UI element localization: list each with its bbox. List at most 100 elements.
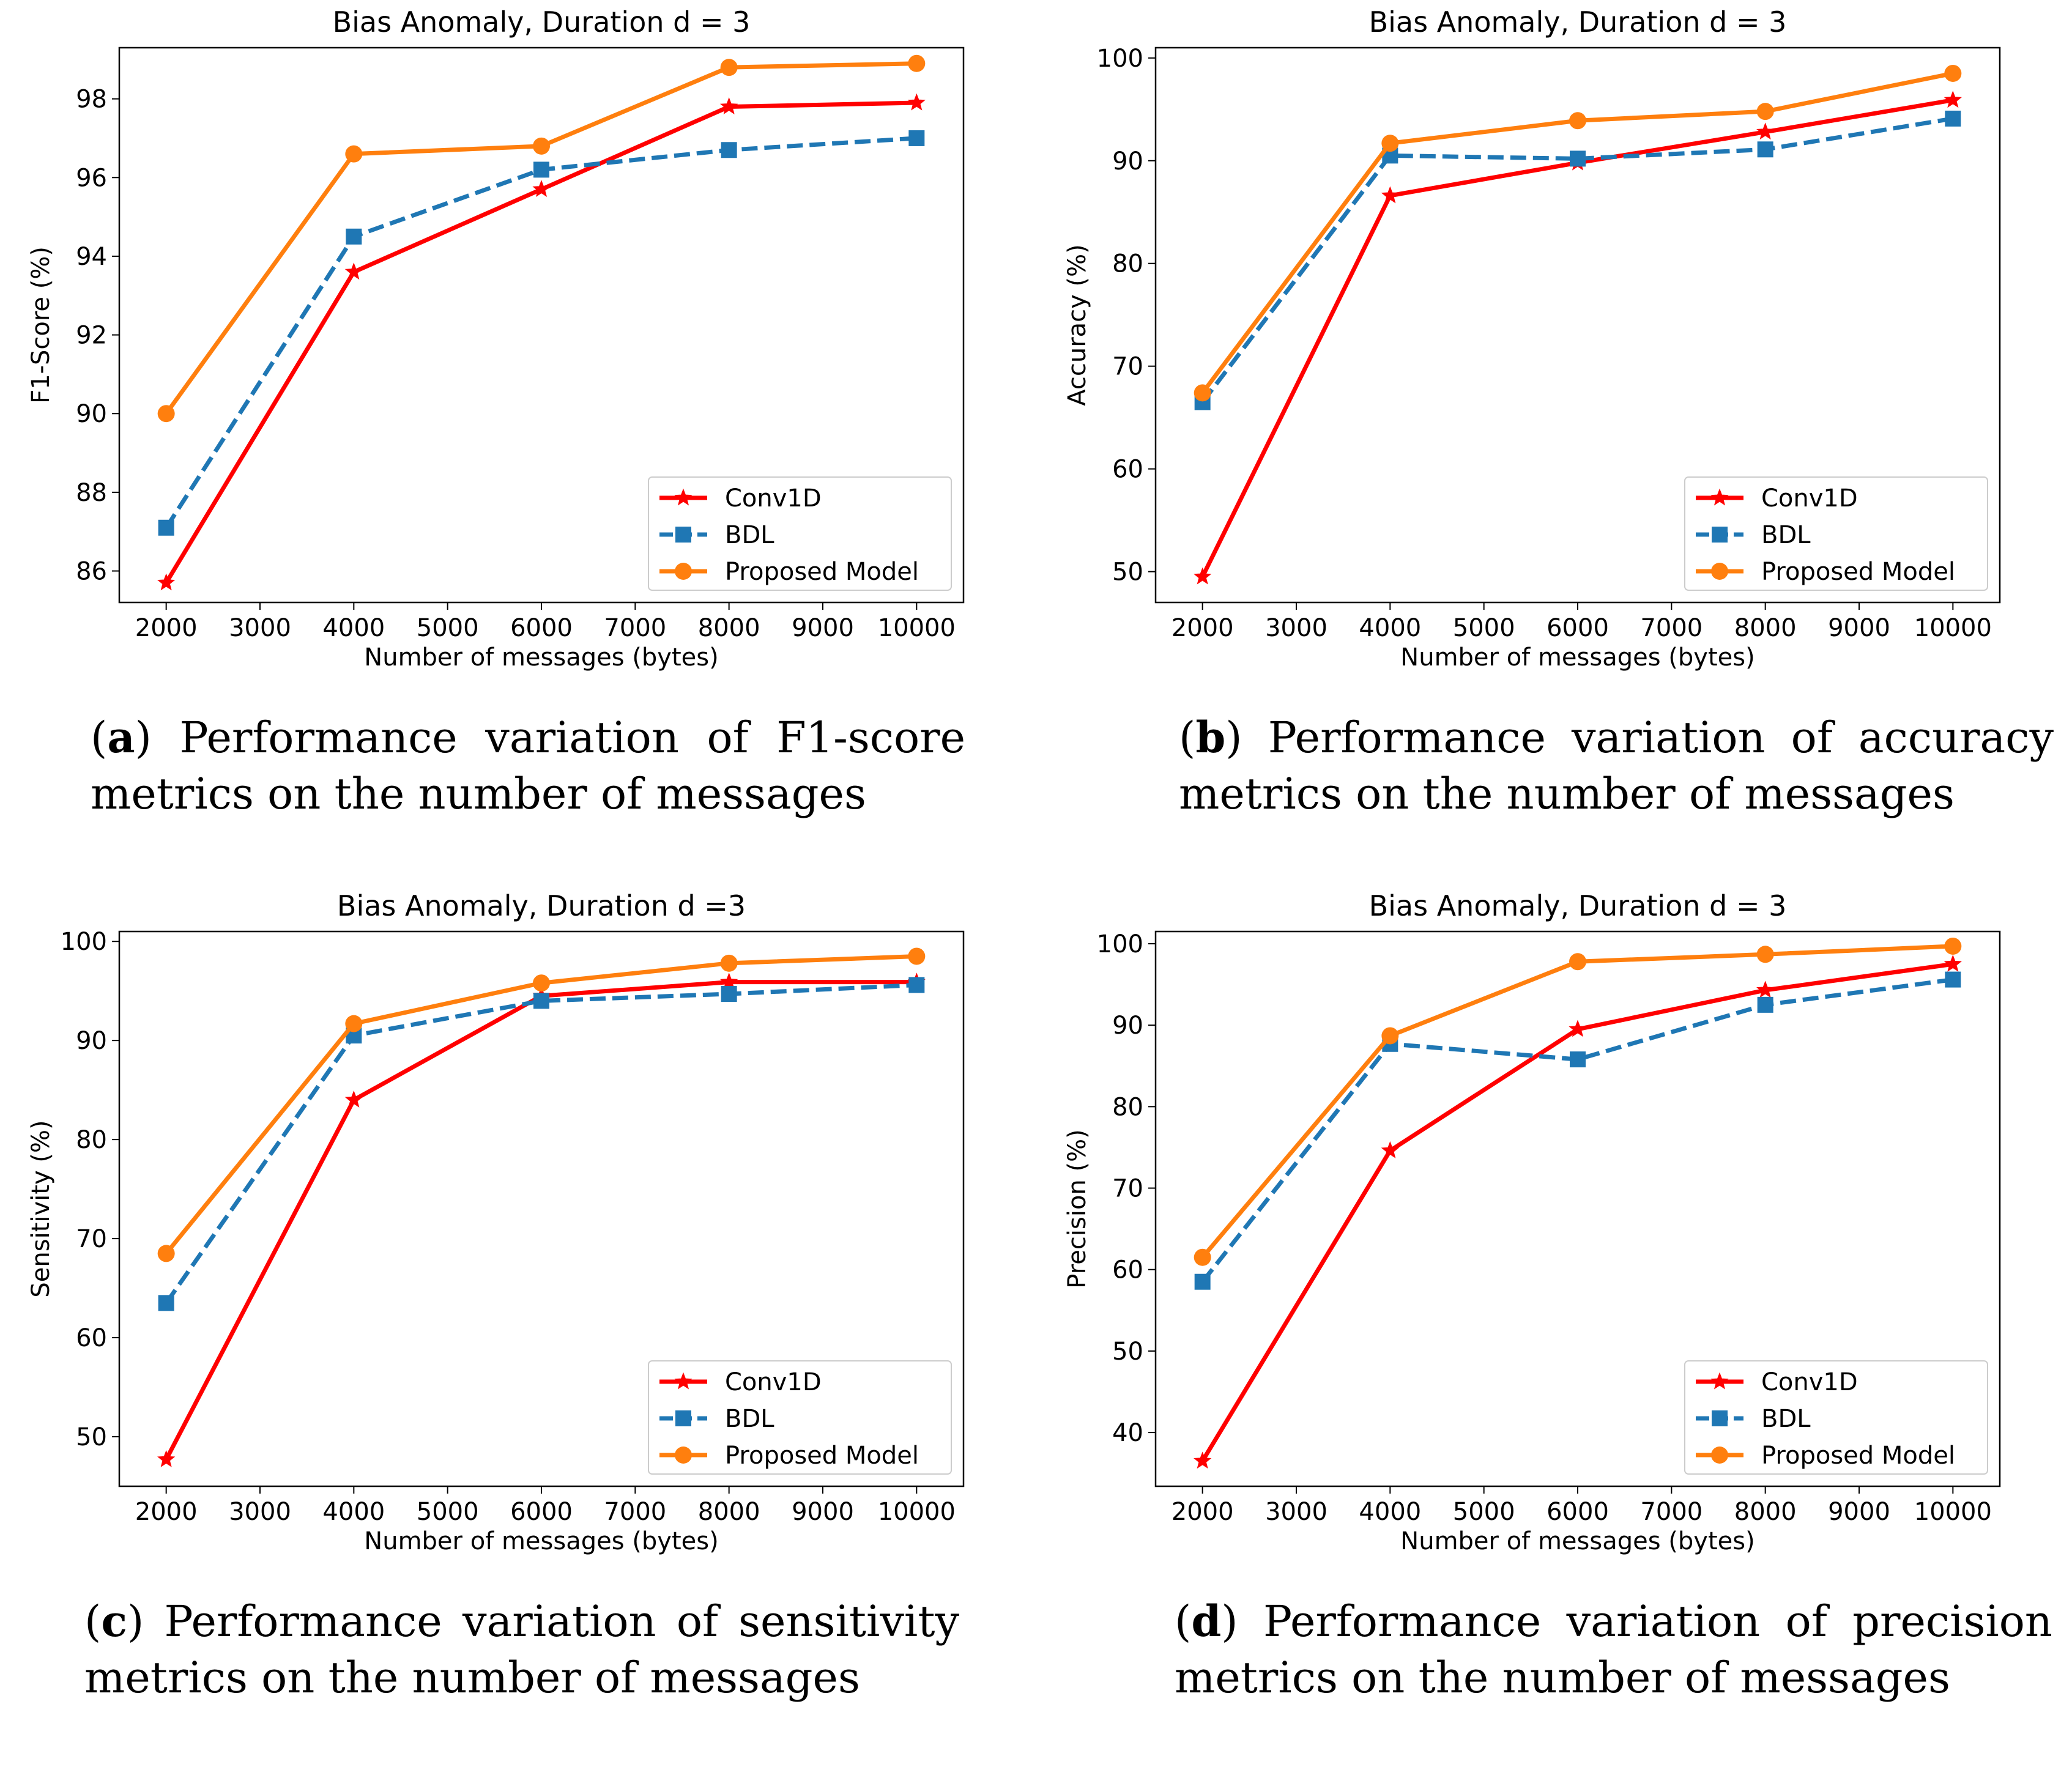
x-tick-label: 8000	[1734, 1498, 1797, 1526]
x-axis-label: Number of messages (bytes)	[364, 1527, 718, 1555]
data-point-proposed	[533, 974, 550, 992]
series-line-bdl	[1200, 116, 1953, 404]
series-conv1d	[157, 93, 926, 591]
data-point-bdl	[346, 228, 362, 245]
legend-marker-conv1d	[674, 1372, 693, 1390]
legend-marker-conv1d	[1710, 488, 1729, 506]
series-bdl	[158, 977, 925, 1311]
y-tick-label: 90	[76, 400, 107, 428]
x-tick-label: 4000	[1359, 1498, 1421, 1526]
data-point-proposed	[720, 59, 738, 76]
legend-label-proposed: Proposed Model	[1761, 558, 1955, 586]
series-line-bdl	[164, 982, 917, 1305]
data-point-proposed	[1756, 103, 1774, 120]
data-point-bdl	[1945, 971, 1961, 988]
chart-title: Bias Anomaly, Duration d = 3	[1369, 889, 1787, 922]
data-point-conv1d	[1756, 980, 1775, 998]
x-tick-label: 2000	[1172, 1498, 1234, 1526]
y-tick-label: 80	[1112, 1093, 1143, 1121]
data-point-proposed	[1756, 946, 1774, 963]
y-tick-label: 60	[1112, 456, 1143, 484]
x-tick-label: 8000	[698, 614, 760, 642]
data-point-proposed	[1381, 1027, 1399, 1045]
x-tick-label: 7000	[604, 614, 666, 642]
data-point-conv1d	[1569, 1020, 1587, 1037]
data-point-proposed	[1194, 384, 1211, 402]
caption-letter: b	[1195, 712, 1226, 763]
series-proposed	[157, 947, 926, 1262]
x-tick-label: 7000	[1640, 614, 1703, 642]
x-tick-label: 3000	[1265, 614, 1327, 642]
x-tick-label: 3000	[1265, 1498, 1327, 1526]
y-axis-label: Precision (%)	[1063, 1129, 1091, 1288]
legend-marker-proposed	[1711, 1447, 1728, 1464]
x-tick-label: 4000	[322, 614, 385, 642]
y-tick-label: 80	[76, 1126, 107, 1154]
legend-marker-bdl	[1712, 527, 1728, 543]
x-tick-label: 6000	[1547, 614, 1609, 642]
legend-box	[648, 476, 952, 591]
y-axis-label: F1-Score (%)	[27, 246, 55, 404]
x-tick-label: 2000	[135, 614, 198, 642]
x-tick-label: 3000	[229, 614, 291, 642]
data-point-bdl	[533, 993, 549, 1009]
data-point-conv1d	[1194, 567, 1212, 585]
x-tick-label: 6000	[510, 1498, 573, 1526]
legend-label-conv1d: Conv1D	[1761, 1368, 1858, 1396]
data-point-proposed	[1569, 953, 1586, 971]
data-point-bdl	[1194, 1273, 1211, 1290]
legend-label-bdl: BDL	[1761, 1405, 1811, 1433]
legend-marker-bdl	[675, 1410, 691, 1426]
caption-line-1: Performance variation of precision	[1263, 1596, 2052, 1647]
y-tick-label: 50	[1112, 1338, 1143, 1366]
legend-marker-conv1d	[1710, 1372, 1729, 1390]
series-proposed	[1194, 64, 1962, 402]
series-bdl	[1194, 971, 1961, 1290]
y-tick-label: 70	[1112, 353, 1143, 381]
legend-label-proposed: Proposed Model	[725, 1442, 919, 1470]
y-axis-label: Accuracy (%)	[1063, 244, 1091, 406]
data-point-bdl	[1570, 1051, 1586, 1068]
series-proposed	[157, 54, 926, 423]
x-tick-label: 9000	[792, 1498, 854, 1526]
chart-a: Bias Anomaly, Duration d = 3 2000 3000 4000…	[27, 6, 965, 672]
x-tick-label: 2000	[135, 1498, 198, 1526]
data-point-conv1d	[907, 93, 926, 111]
legend-marker-bdl	[1712, 1410, 1728, 1426]
x-tick-label: 5000	[417, 614, 479, 642]
x-tick-label: 9000	[1828, 614, 1890, 642]
chart-panel-a: Bias Anomaly, Duration d = 3 2000 3000 4000…	[0, 0, 1036, 883]
data-point-proposed	[908, 947, 926, 965]
data-point-bdl	[721, 986, 737, 1002]
data-point-conv1d	[1194, 1451, 1212, 1469]
caption-line-2: metrics on the number of messages	[1175, 1653, 1950, 1703]
data-point-proposed	[1569, 112, 1586, 130]
caption-line-1: Performance variation of accuracy	[1268, 713, 2054, 763]
data-point-proposed	[157, 405, 175, 423]
y-tick-label: 94	[76, 243, 107, 271]
data-point-bdl	[158, 1295, 174, 1311]
legend-label-proposed: Proposed Model	[1761, 1442, 1955, 1470]
data-point-conv1d	[1381, 1141, 1399, 1158]
x-tick-label: 5000	[1453, 614, 1515, 642]
series-line-bdl	[164, 136, 917, 529]
x-tick-label: 10000	[878, 614, 956, 642]
chart-title: Bias Anomaly, Duration d =3	[337, 889, 746, 922]
caption-a: (a) Performance variation of F1-score me…	[91, 712, 965, 819]
x-tick-label: 7000	[1640, 1498, 1703, 1526]
caption-d: (d) Performance variation of precision m…	[1175, 1596, 2052, 1703]
y-tick-label: 100	[1097, 45, 1143, 73]
y-tick-label: 70	[76, 1225, 107, 1253]
data-point-bdl	[721, 142, 737, 158]
caption-line-1: Performance variation of F1-score	[179, 713, 965, 763]
legend-marker-bdl	[675, 527, 691, 543]
x-tick-label: 10000	[1914, 614, 1992, 642]
data-point-proposed	[908, 54, 926, 72]
x-tick-label: 3000	[229, 1498, 291, 1526]
data-point-proposed	[1194, 1248, 1211, 1266]
y-tick-label: 50	[76, 1423, 107, 1451]
data-point-proposed	[345, 145, 363, 163]
y-tick-label: 70	[1112, 1175, 1143, 1203]
legend: Conv1D BDL Proposed Model	[1684, 1360, 1988, 1475]
chart-panel-c: Bias Anomaly, Duration d =3 2000 3000 4000 5…	[0, 884, 1036, 1767]
